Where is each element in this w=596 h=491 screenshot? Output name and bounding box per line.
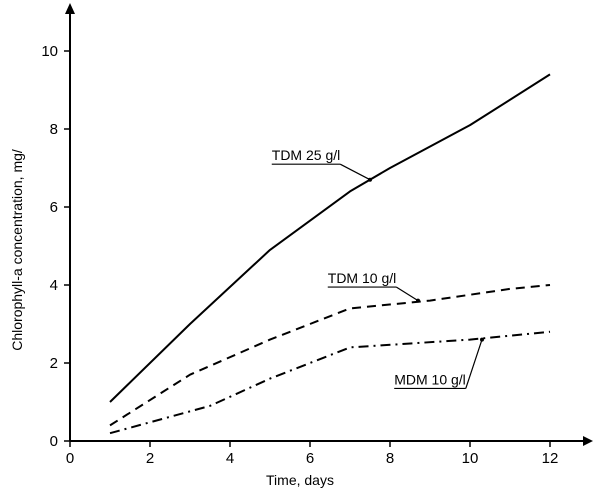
y-ticks: 0 2 4 6 8 10 xyxy=(41,43,70,450)
series-label-1: TDM 25 g/l xyxy=(272,147,340,163)
label-leader xyxy=(465,339,483,389)
y-tick-label: 8 xyxy=(50,121,58,138)
x-ticks: 0 2 4 6 8 10 12 xyxy=(66,441,559,467)
y-axis-title: Chlorophyll-a concentration, mg/ xyxy=(9,149,25,351)
series-line-2 xyxy=(109,284,551,427)
series-line-1 xyxy=(109,73,551,403)
y-tick-label: 2 xyxy=(50,355,58,372)
label-leader xyxy=(339,163,371,181)
x-axis-arrow xyxy=(583,436,593,446)
series-label-2: TDM 10 g/l xyxy=(328,270,396,286)
annotation-layer: TDM 25 g/l TDM 10 g/l MDM 10 g/l xyxy=(271,147,484,390)
x-tick-label: 10 xyxy=(462,450,479,467)
series-layer xyxy=(109,73,551,435)
series-label-3: MDM 10 g/l xyxy=(394,371,466,387)
x-tick-label: 6 xyxy=(306,450,314,467)
x-tick-label: 8 xyxy=(386,450,394,467)
y-tick-label: 6 xyxy=(50,199,58,216)
x-tick-label: 4 xyxy=(226,450,234,467)
x-tick-label: 12 xyxy=(542,450,559,467)
x-tick-label: 0 xyxy=(66,450,74,467)
y-tick-label: 10 xyxy=(41,43,58,60)
axes xyxy=(65,3,593,446)
y-tick-label: 4 xyxy=(50,277,58,294)
label-pointer xyxy=(480,337,484,342)
x-tick-label: 2 xyxy=(146,450,154,467)
label-pointer xyxy=(368,177,372,182)
label-leader xyxy=(395,286,419,302)
y-axis-arrow xyxy=(65,3,75,14)
y-tick-label: 0 xyxy=(50,433,58,450)
label-pointer xyxy=(416,298,420,303)
x-axis-title: Time, days xyxy=(266,472,334,488)
